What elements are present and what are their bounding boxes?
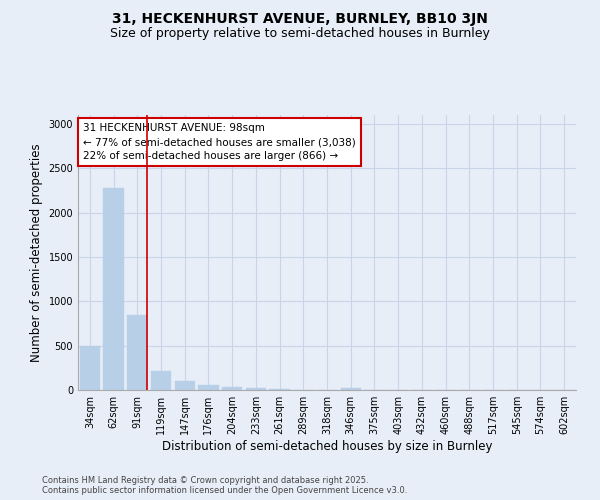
- Text: Contains public sector information licensed under the Open Government Licence v3: Contains public sector information licen…: [42, 486, 407, 495]
- Bar: [175, 381, 195, 390]
- Text: Size of property relative to semi-detached houses in Burnley: Size of property relative to semi-detach…: [110, 28, 490, 40]
- Bar: [127, 316, 148, 390]
- Y-axis label: Number of semi-detached properties: Number of semi-detached properties: [30, 143, 43, 362]
- Bar: [199, 385, 218, 390]
- Bar: [151, 372, 171, 390]
- Bar: [80, 346, 100, 390]
- Text: Contains HM Land Registry data © Crown copyright and database right 2025.: Contains HM Land Registry data © Crown c…: [42, 476, 368, 485]
- Bar: [269, 389, 290, 390]
- Bar: [103, 188, 124, 390]
- X-axis label: Distribution of semi-detached houses by size in Burnley: Distribution of semi-detached houses by …: [162, 440, 492, 453]
- Bar: [341, 388, 361, 390]
- Bar: [222, 388, 242, 390]
- Text: 31, HECKENHURST AVENUE, BURNLEY, BB10 3JN: 31, HECKENHURST AVENUE, BURNLEY, BB10 3J…: [112, 12, 488, 26]
- Text: 31 HECKENHURST AVENUE: 98sqm
← 77% of semi-detached houses are smaller (3,038)
2: 31 HECKENHURST AVENUE: 98sqm ← 77% of se…: [83, 123, 356, 161]
- Bar: [246, 388, 266, 390]
